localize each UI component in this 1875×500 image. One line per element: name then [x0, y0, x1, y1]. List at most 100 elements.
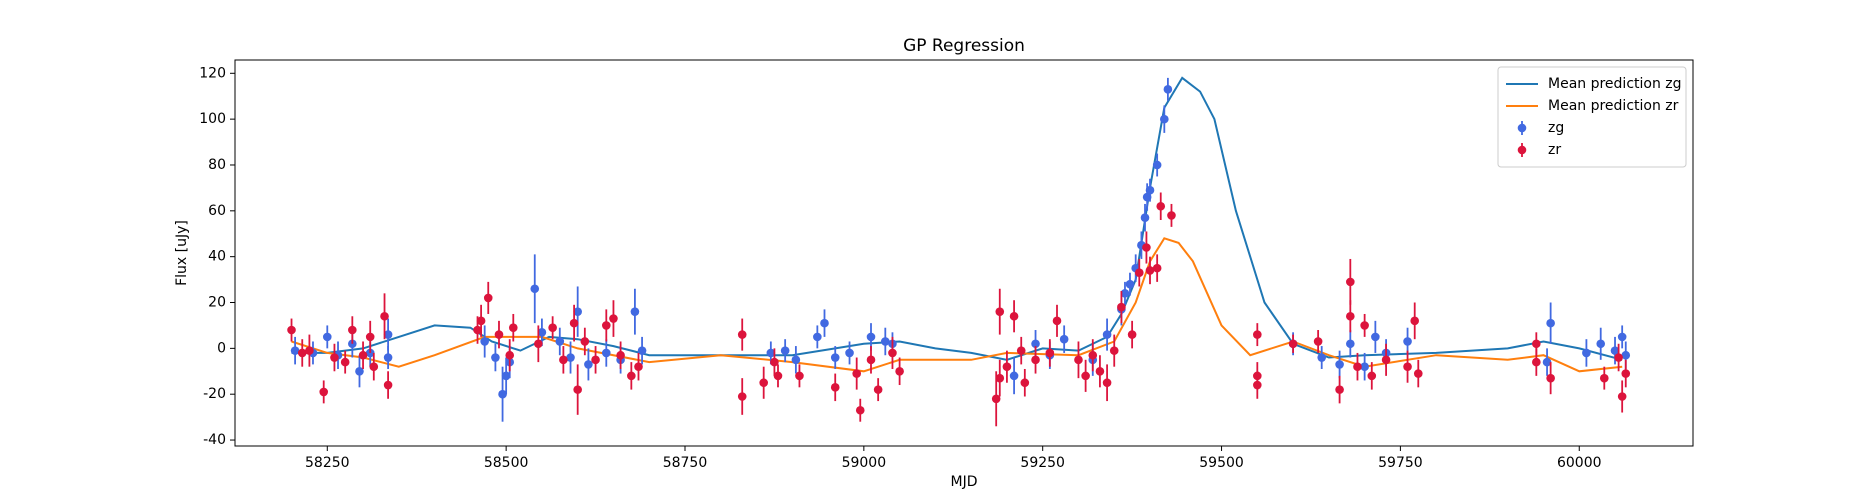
- point: [1288, 339, 1298, 349]
- point: [473, 325, 482, 335]
- point: [1614, 353, 1623, 362]
- x-tick-label: 59250: [1020, 455, 1065, 471]
- point: [1145, 266, 1155, 275]
- point: [1335, 385, 1344, 394]
- legend-label: Mean prediction zr: [1548, 98, 1679, 114]
- point: [601, 348, 611, 358]
- point: [580, 337, 590, 346]
- x-tick-label: 59000: [842, 455, 887, 471]
- point: [355, 366, 364, 376]
- point: [737, 392, 747, 401]
- point: [584, 360, 593, 369]
- point: [995, 307, 1005, 316]
- point: [1163, 85, 1173, 94]
- point: [1599, 373, 1609, 383]
- point: [566, 353, 575, 362]
- point: [1120, 289, 1130, 298]
- point: [1371, 332, 1380, 342]
- point: [1360, 362, 1369, 371]
- point: [1346, 277, 1355, 287]
- point: [1403, 337, 1412, 346]
- point: [380, 311, 389, 321]
- point: [866, 355, 876, 365]
- point: [895, 366, 904, 376]
- point: [548, 323, 557, 333]
- point: [573, 385, 582, 394]
- point: [559, 355, 568, 365]
- point: [1117, 302, 1126, 312]
- point: [1102, 330, 1112, 339]
- point: [852, 369, 861, 378]
- y-tick-label: -20: [203, 386, 226, 402]
- point: [855, 405, 865, 415]
- point: [1346, 311, 1355, 321]
- point: [766, 348, 776, 358]
- point: [1546, 373, 1555, 383]
- point: [508, 323, 518, 333]
- point: [995, 373, 1005, 383]
- point: [1167, 211, 1176, 220]
- point: [1403, 362, 1412, 371]
- point: [1045, 348, 1055, 358]
- point: [1542, 357, 1552, 367]
- point: [1156, 201, 1166, 211]
- point: [813, 332, 822, 342]
- point: [505, 350, 515, 360]
- legend-label: zr: [1548, 142, 1561, 158]
- point: [1009, 371, 1019, 381]
- point: [1346, 339, 1355, 349]
- point: [627, 371, 636, 381]
- point: [1532, 357, 1541, 367]
- point: [569, 318, 579, 328]
- legend-label: Mean prediction zg: [1548, 76, 1682, 92]
- point: [1360, 321, 1369, 330]
- point: [759, 378, 768, 388]
- x-tick-label: 58250: [305, 455, 350, 471]
- point: [1052, 316, 1062, 326]
- point: [1317, 353, 1327, 362]
- point: [1152, 160, 1162, 170]
- point: [297, 348, 307, 358]
- legend-box: [1497, 66, 1687, 168]
- x-tick-label: 58500: [484, 455, 529, 471]
- point: [873, 385, 883, 394]
- point: [1009, 311, 1019, 321]
- point: [491, 353, 500, 362]
- point: [383, 380, 393, 390]
- point: [888, 348, 897, 358]
- point: [820, 318, 829, 328]
- point: [476, 316, 486, 326]
- axes-frame: [234, 59, 1694, 447]
- point: [290, 346, 300, 355]
- point: [830, 353, 840, 362]
- point: [383, 353, 393, 362]
- y-tick-label: 80: [208, 157, 226, 173]
- point: [866, 332, 876, 342]
- point: [1109, 346, 1119, 355]
- point: [1381, 355, 1391, 365]
- point: [1410, 316, 1420, 326]
- point: [1253, 380, 1262, 390]
- point: [322, 332, 332, 342]
- point: [1134, 268, 1144, 278]
- point: [1031, 355, 1040, 365]
- point: [770, 357, 779, 367]
- point: [1546, 318, 1555, 328]
- point: [1253, 330, 1262, 339]
- y-tick-label: 120: [199, 65, 226, 81]
- point: [634, 362, 643, 371]
- point: [1610, 346, 1620, 355]
- point: [1621, 369, 1631, 378]
- point: [1074, 355, 1083, 365]
- point: [609, 314, 618, 323]
- point: [830, 383, 840, 392]
- y-axis-label: Flux [uJy]: [174, 220, 190, 286]
- legend-swatch: [1517, 123, 1527, 133]
- point: [791, 355, 801, 365]
- point: [1621, 350, 1631, 360]
- point: [1059, 334, 1069, 344]
- point: [1152, 263, 1162, 273]
- point: [530, 284, 540, 294]
- x-tick-label: 59500: [1199, 455, 1244, 471]
